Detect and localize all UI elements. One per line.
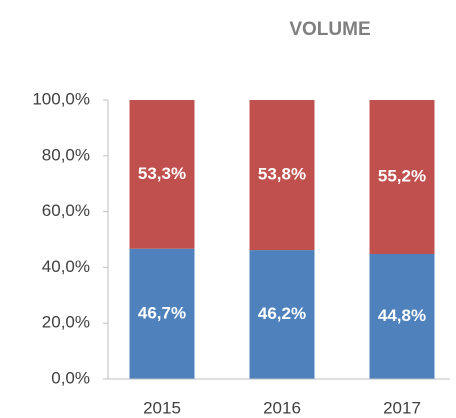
data-label: 46,7% <box>138 303 186 322</box>
data-label: 55,2% <box>378 166 426 185</box>
data-label: 46,2% <box>258 304 306 323</box>
y-tick-label: 80,0% <box>42 145 90 164</box>
bar-segment <box>369 100 435 255</box>
y-tick-label: 60,0% <box>42 201 90 220</box>
x-tick-label: 2015 <box>143 398 181 417</box>
bar-segment <box>129 100 195 249</box>
y-tick-label: 40,0% <box>42 257 90 276</box>
chart-title: VOLUME <box>289 19 370 40</box>
bar-segment <box>129 248 195 379</box>
data-label: 44,8% <box>378 306 426 325</box>
y-tick-label: 100,0% <box>32 89 90 108</box>
bar-segment <box>249 250 315 379</box>
x-tick-label: 2016 <box>263 398 301 417</box>
y-tick-label: 20,0% <box>42 313 90 332</box>
data-label: 53,3% <box>138 164 186 183</box>
data-label: 53,8% <box>258 165 306 184</box>
x-tick-label: 2017 <box>383 398 421 417</box>
bar-segment <box>249 100 315 251</box>
y-tick-label: 0,0% <box>51 368 90 387</box>
bar-segment <box>369 254 435 379</box>
